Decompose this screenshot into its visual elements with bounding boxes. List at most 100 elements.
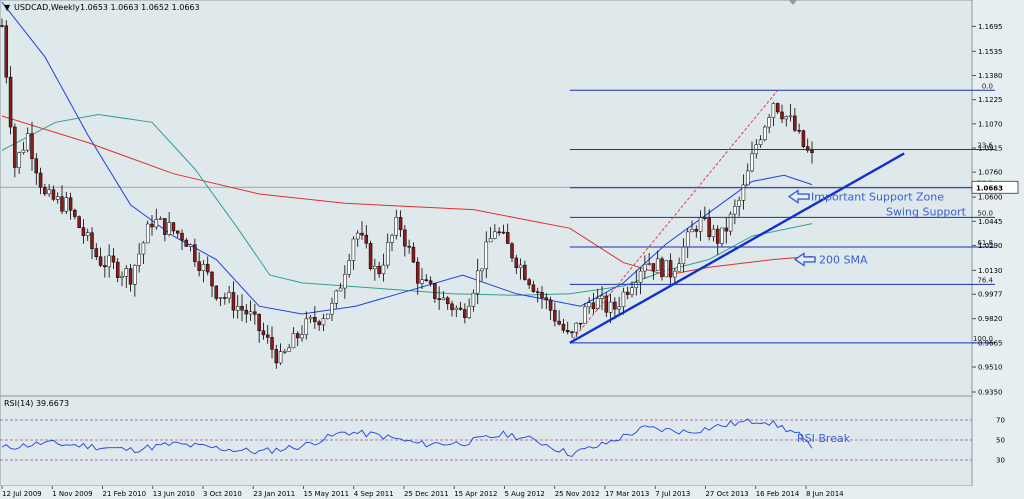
candle-body bbox=[420, 279, 424, 284]
fib-level-label: 23.6 bbox=[977, 142, 993, 150]
candle-body bbox=[261, 330, 266, 336]
candle-body bbox=[510, 243, 514, 259]
candle-body bbox=[625, 291, 630, 295]
candle-body bbox=[17, 152, 21, 168]
candle-body bbox=[463, 309, 467, 318]
candle-body bbox=[617, 306, 621, 310]
candle-body bbox=[107, 255, 111, 268]
candle-body bbox=[167, 222, 171, 235]
candle-body bbox=[334, 290, 339, 304]
candle-body bbox=[145, 223, 150, 244]
candle-body bbox=[338, 287, 343, 292]
candle-body bbox=[604, 295, 609, 313]
candle-body bbox=[171, 222, 176, 232]
candle-body bbox=[771, 103, 776, 118]
candle-body bbox=[578, 322, 583, 325]
ohlc-readout: 1.0653 1.0663 1.0652 1.0663 bbox=[80, 3, 200, 12]
candle-body bbox=[38, 172, 43, 188]
time-tick-label: 25 Dec 2011 bbox=[404, 490, 449, 498]
candle-body bbox=[441, 297, 446, 301]
candle-body bbox=[210, 271, 214, 287]
candle-body bbox=[548, 299, 553, 311]
candle-body bbox=[595, 298, 600, 309]
candle-body bbox=[565, 330, 570, 333]
candle-body bbox=[415, 261, 420, 284]
candle-body bbox=[295, 333, 300, 339]
price-tick-label: 1.0130 bbox=[978, 267, 1003, 275]
rsi-line bbox=[1, 418, 813, 457]
candle-body bbox=[741, 184, 746, 201]
candle-body bbox=[4, 25, 9, 78]
candle-body bbox=[347, 260, 351, 275]
candle-body bbox=[758, 139, 763, 145]
candle-body bbox=[788, 115, 793, 118]
candle-body bbox=[368, 243, 373, 270]
candle-body bbox=[304, 318, 309, 335]
candle-body bbox=[583, 306, 587, 324]
candle-body bbox=[325, 313, 330, 319]
rsi-break-label: RSI Break bbox=[797, 432, 851, 445]
rsi-panel bbox=[0, 395, 973, 487]
candle-body bbox=[660, 258, 664, 278]
candle-body bbox=[265, 334, 270, 338]
candle-body bbox=[360, 232, 364, 236]
price-tick-label: 1.1225 bbox=[978, 96, 1003, 104]
fib-level-label: 100.0 bbox=[973, 335, 993, 343]
candle-body bbox=[73, 209, 77, 217]
candle-body bbox=[235, 306, 240, 311]
candle-body bbox=[480, 268, 484, 272]
candle-body bbox=[231, 292, 236, 311]
time-tick-label: 23 Jan 2011 bbox=[253, 490, 295, 498]
candle-body bbox=[308, 316, 313, 320]
fib-level-label: 0.0 bbox=[982, 82, 993, 90]
candle-body bbox=[137, 253, 141, 266]
candle-body bbox=[244, 309, 249, 315]
candle-body bbox=[184, 239, 189, 247]
candle-body bbox=[458, 307, 463, 310]
candle-body bbox=[60, 196, 64, 212]
candle-body bbox=[497, 231, 501, 234]
candle-body bbox=[690, 229, 694, 233]
shift-marker-icon[interactable] bbox=[789, 0, 797, 5]
candle-body bbox=[403, 229, 407, 247]
time-tick-label: 12 Jul 2009 bbox=[2, 490, 42, 498]
time-tick-label: 15 Apr 2012 bbox=[454, 490, 497, 498]
candle-body bbox=[85, 232, 90, 236]
candle-body bbox=[8, 76, 13, 128]
candle-body bbox=[720, 227, 724, 244]
candle-body bbox=[518, 264, 523, 269]
current-price-label: 1.0663 bbox=[976, 184, 1003, 192]
candle-body bbox=[544, 297, 549, 301]
left-arrow-icon bbox=[793, 252, 816, 267]
candle-body bbox=[377, 265, 381, 275]
candle-body bbox=[655, 258, 660, 271]
candle-body bbox=[557, 320, 561, 325]
candle-body bbox=[214, 285, 219, 299]
candle-body bbox=[385, 242, 390, 266]
candle-body bbox=[227, 292, 231, 299]
candle-body bbox=[355, 232, 360, 240]
time-tick-label: 5 Aug 2012 bbox=[504, 490, 544, 498]
collapse-arrow-icon[interactable]: ▼ bbox=[4, 3, 11, 12]
price-tick-label: 1.0760 bbox=[978, 169, 1003, 177]
candle-body bbox=[715, 228, 720, 244]
candle-body bbox=[257, 313, 261, 332]
rsi-tick-label: 50 bbox=[996, 437, 1005, 445]
candle-body bbox=[193, 244, 197, 262]
price-tick-label: 0.9977 bbox=[978, 291, 1003, 299]
price-axis bbox=[972, 0, 1024, 486]
candle-body bbox=[527, 279, 531, 286]
candle-body bbox=[681, 246, 686, 264]
candle-body bbox=[128, 268, 133, 285]
candle-body bbox=[13, 126, 17, 168]
candle-body bbox=[745, 170, 750, 186]
candle-body bbox=[51, 189, 56, 200]
candle-body bbox=[673, 270, 677, 278]
candle-body bbox=[433, 283, 437, 299]
candle-body bbox=[540, 292, 544, 298]
candle-body bbox=[767, 117, 771, 128]
time-tick-label: 17 Mar 2013 bbox=[605, 490, 649, 498]
candle-body bbox=[775, 103, 780, 113]
candle-body bbox=[424, 279, 429, 281]
candle-body bbox=[613, 301, 617, 310]
